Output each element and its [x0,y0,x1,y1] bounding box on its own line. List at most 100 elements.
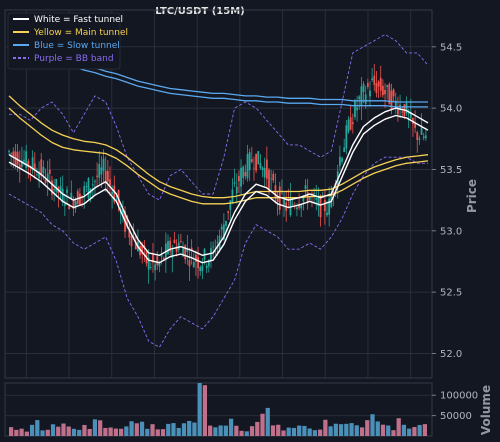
candle-body [53,188,56,191]
volume-bar [98,420,103,436]
candle-body [253,167,255,169]
volume-bar [35,420,40,436]
volume-bar [307,428,312,436]
candle-body [188,260,191,267]
main-tunnel [8,95,429,205]
candle-body [345,125,348,149]
volume-bar [276,424,281,436]
candle-body [373,75,376,85]
candle-body [169,240,172,252]
candle-body [72,200,75,209]
volume-bar [145,428,150,436]
fast-tunnel [8,107,429,264]
volume-bar [134,423,139,436]
fast-tunnel-upper-line [8,107,429,257]
candle-body [16,152,19,165]
volume-bar [286,427,291,436]
volume-bar [66,426,71,436]
candle-body [420,127,423,135]
volume-bar [40,430,45,436]
legend-entry-label: White = Fast tunnel [34,15,123,25]
volume-bar [181,423,187,436]
candle-body [113,185,116,202]
candle-body [10,153,13,155]
candle-body [128,228,131,238]
candle-body [360,86,363,106]
volume-bar [407,428,412,436]
candle-body [323,199,326,212]
volume-bar [312,430,318,436]
candle-body [184,245,187,260]
candle-body [392,89,395,97]
candle-body [235,186,238,194]
candle-body [319,195,322,218]
volume-bar [113,428,118,436]
volume-bar [297,425,302,436]
candle-body [304,185,307,189]
volume-axis-title: Volume [479,385,493,435]
candle-body [225,220,227,226]
candle-body [328,198,331,215]
candle-body [121,209,124,217]
candle-body [276,196,279,202]
candle-body [418,138,421,141]
candle-body [315,198,318,200]
candle-body [186,249,189,252]
candle-body [272,173,275,181]
candle-body [51,180,53,195]
candle-body [25,151,28,169]
price-tick-label: 54.5 [440,42,462,53]
volume-bar [208,425,213,436]
volume-bar [124,426,129,436]
candle-body [313,193,316,195]
volume-bar [82,424,87,436]
candle-body [371,78,374,81]
volume-bar [9,427,14,436]
candle-body [91,184,94,186]
volume-bar [239,430,244,436]
candle-body [40,159,43,176]
candle-body [263,168,266,178]
candle-body [296,207,298,210]
volume-bar [192,422,197,436]
volume-bar [260,413,265,436]
candle-body [397,108,399,115]
candle-body [216,242,219,243]
volume-bar [29,424,35,436]
candle-body [394,100,397,107]
candle-body [366,82,369,87]
candle-body [424,135,427,139]
candle-body [141,245,144,255]
candle-body [343,147,346,153]
candle-body [364,94,367,104]
volume-bar [244,431,249,436]
candle-body [18,164,21,169]
candle-body [33,163,36,170]
candle-body [154,264,157,271]
candle-body [250,159,253,162]
candle-body [205,265,208,269]
volume-bar [359,427,365,436]
legend-entry-label: Purple = BB band [34,54,114,64]
volume-bar [391,430,396,436]
volume-bar [349,423,354,436]
candle-body [98,164,101,178]
price-tick-label: 52.5 [440,288,462,299]
candle-body [197,256,199,269]
main-tunnel-upper-line [8,95,429,199]
candle-body [152,254,154,263]
candle-body [46,173,49,182]
candle-body [79,193,81,205]
candle-body [12,151,15,157]
volume-bar [139,421,145,436]
candle-body [42,166,45,174]
legend: White = Fast tunnel Yellow = Main tunnel B… [7,12,128,70]
candle-body [76,191,79,205]
candle-body [27,161,30,168]
candle-body [401,111,404,113]
candle-body [356,107,358,111]
volume-bar [249,426,255,436]
candle-body [134,241,137,250]
candle-body [255,153,258,171]
candle-body [261,167,264,171]
